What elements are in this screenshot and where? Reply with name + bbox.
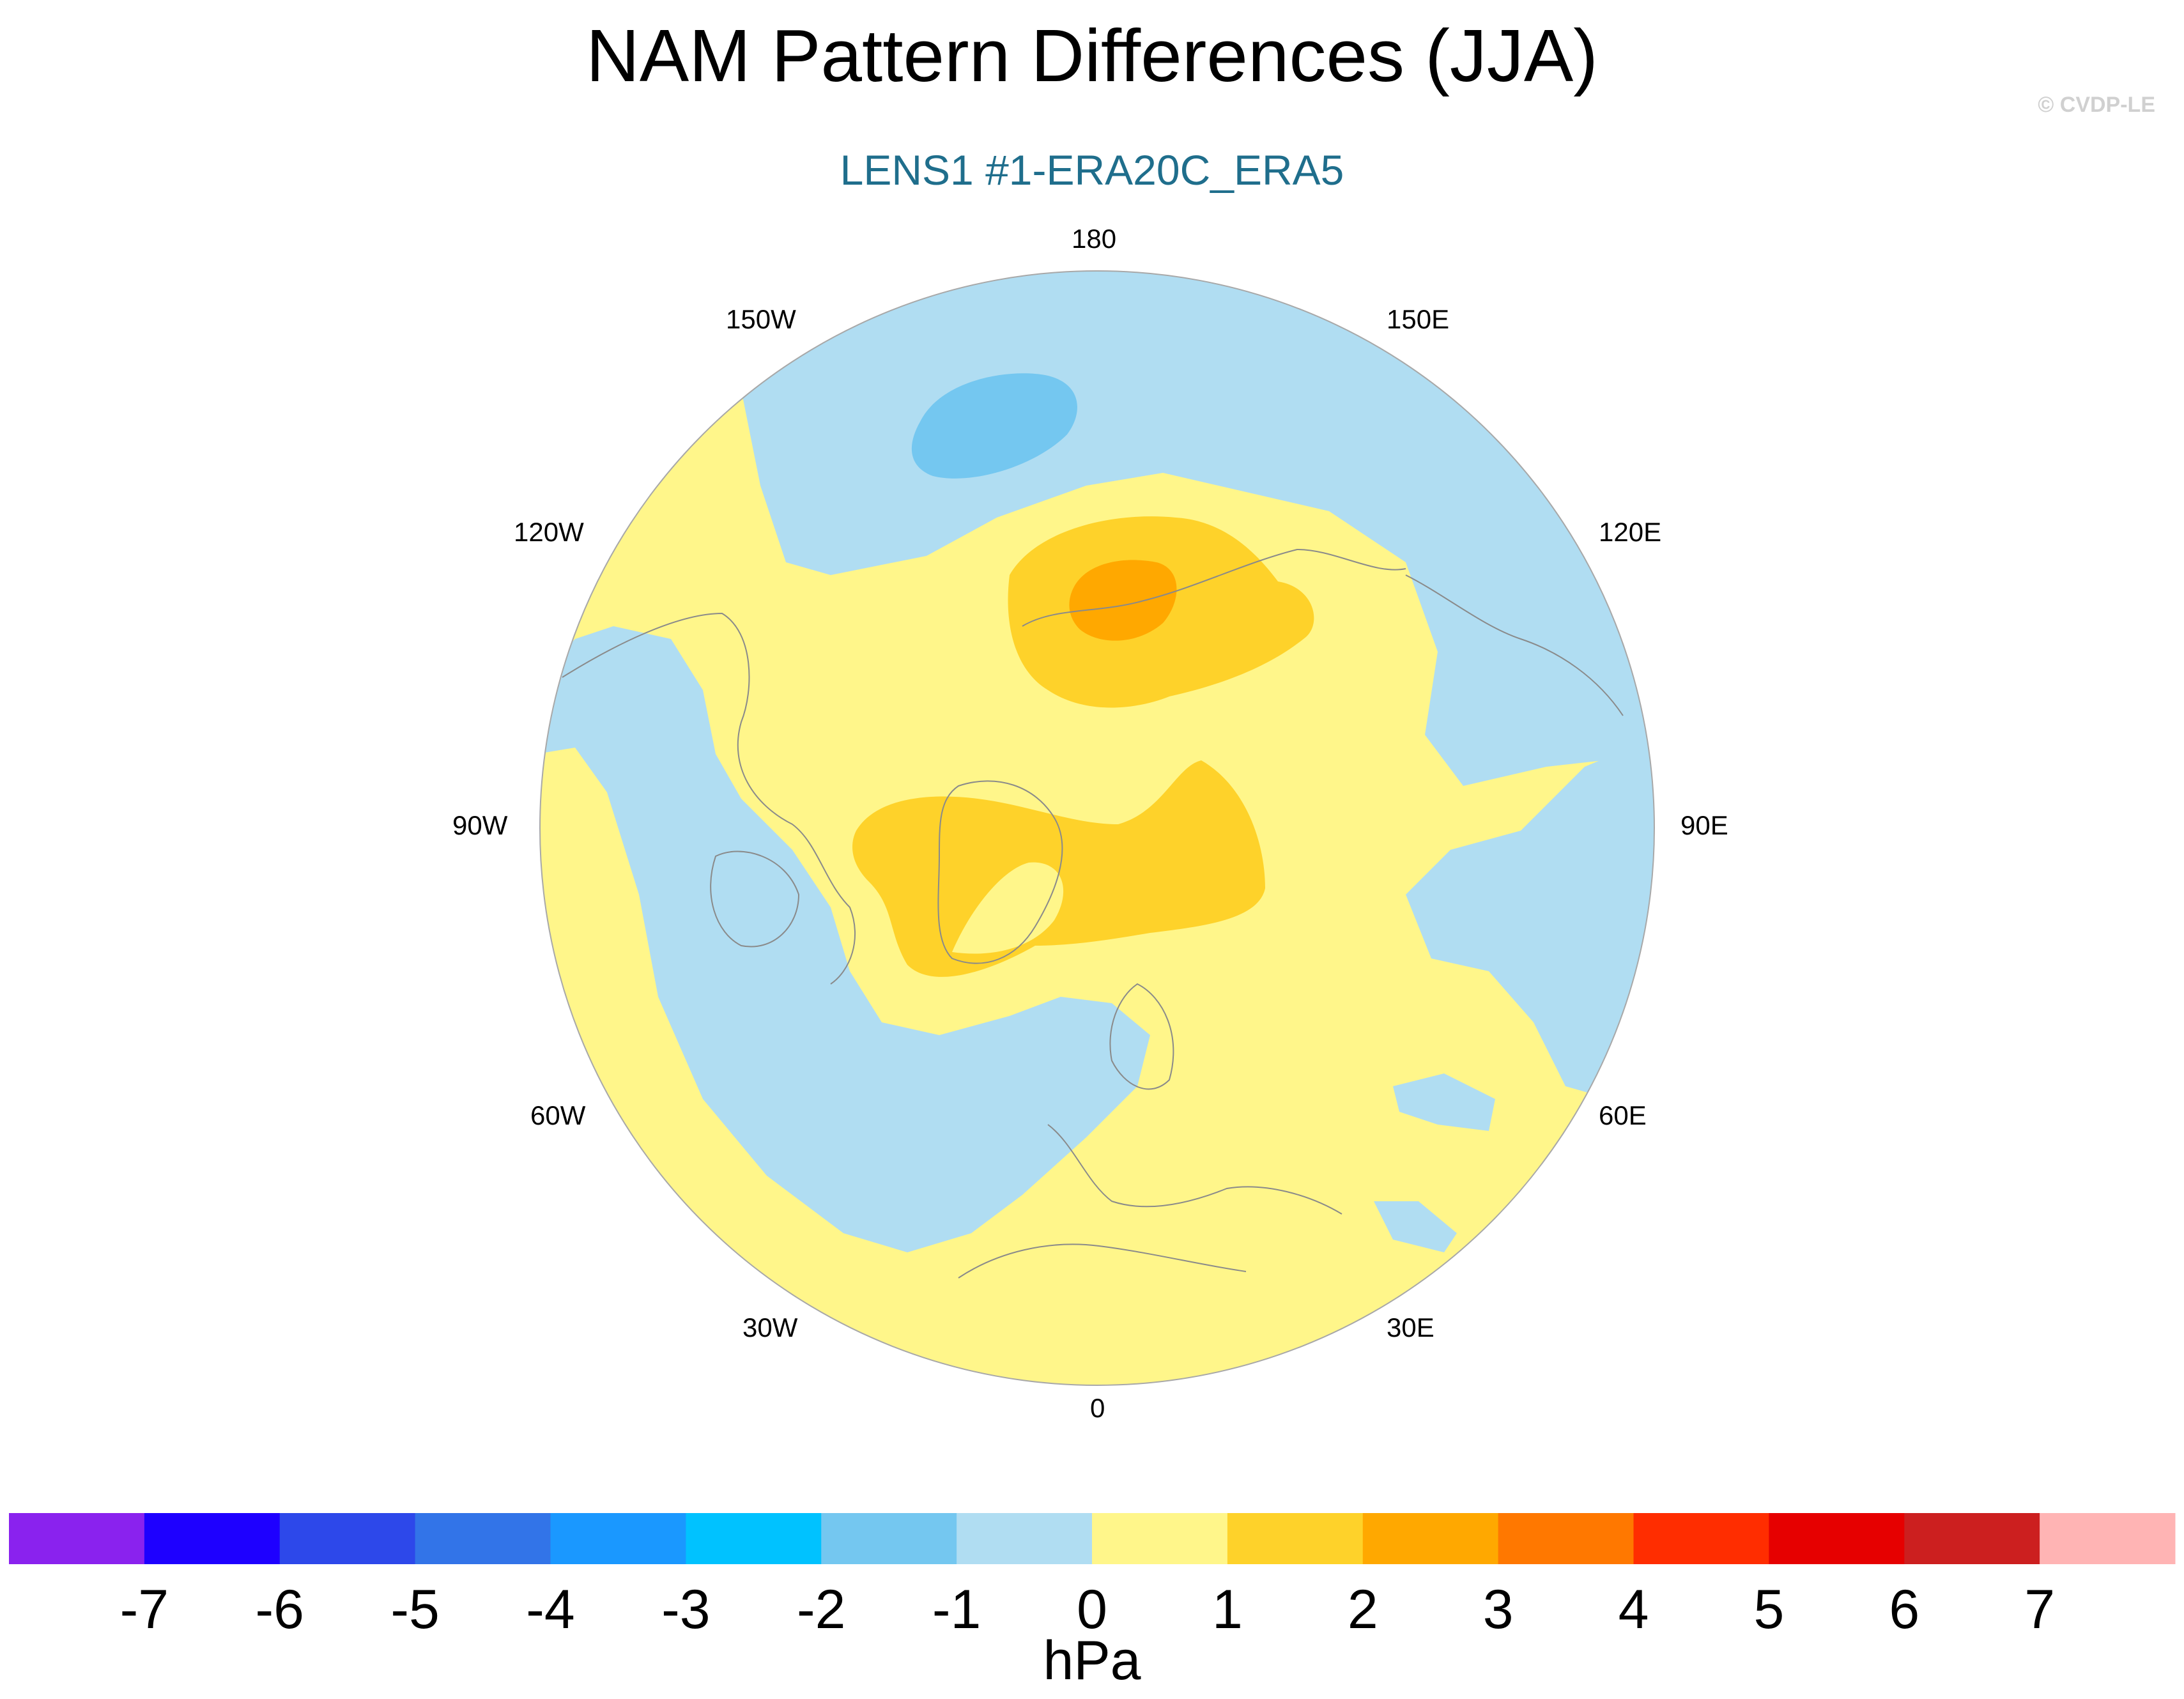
- map-field: [540, 271, 1654, 1385]
- coastlines: [562, 548, 1624, 1279]
- colorbar-tick-label: 3: [1482, 1579, 1514, 1640]
- lon-label-150w: 150W: [726, 304, 796, 334]
- coastline-siberia: [1022, 548, 1406, 627]
- colorbar-tick-label: 1: [1211, 1579, 1243, 1640]
- lon-label-90w: 90W: [452, 810, 508, 840]
- colorbar-tick-label: 0: [1077, 1579, 1107, 1640]
- coastline-hudson-bay: [710, 850, 800, 948]
- coastline-scandinavia: [1109, 983, 1174, 1090]
- colorbar-swatch: [1092, 1513, 1228, 1564]
- colorbar-swatch: [1769, 1513, 1905, 1564]
- colorbar-swatch: [144, 1513, 281, 1564]
- colorbar-swatch: [415, 1513, 551, 1564]
- colorbar-tick-label: -5: [390, 1579, 440, 1640]
- map-border: [539, 270, 1655, 1386]
- field-positive-3-siberia: [1069, 560, 1177, 641]
- colorbar-tick-label: 7: [2024, 1579, 2056, 1640]
- lon-label-60w: 60W: [530, 1100, 586, 1130]
- chart-title: NAM Pattern Differences (JJA): [586, 14, 1598, 97]
- colorbar-tick-label: 6: [1889, 1579, 1920, 1640]
- colorbar-tick-label: -3: [661, 1579, 711, 1640]
- field-negative-asia-3: [1374, 1201, 1457, 1252]
- colorbar-tick-label: -4: [526, 1579, 575, 1640]
- colorbar-swatch: [9, 1513, 145, 1564]
- colorbar-tick-label: -2: [797, 1579, 846, 1640]
- lon-label-90e: 90E: [1680, 810, 1728, 840]
- field-negative-2-pacific: [911, 373, 1077, 479]
- colorbar-tick-label: 2: [1347, 1579, 1378, 1640]
- lon-label-30w: 30W: [742, 1312, 798, 1342]
- field-negative-atlantic: [540, 626, 1150, 1252]
- lon-label-30e: 30E: [1387, 1312, 1434, 1342]
- coastline-africa: [958, 1243, 1247, 1279]
- colorbar-swatch: [957, 1513, 1093, 1564]
- colorbar-swatch: [1633, 1513, 1769, 1564]
- coastline-europe: [1047, 1124, 1342, 1215]
- colorbar-tick-label: -7: [119, 1579, 169, 1640]
- lon-label-120e: 120E: [1599, 517, 1662, 547]
- field-negative-asia-2: [1393, 1073, 1495, 1131]
- colorbar-tick-label: -6: [255, 1579, 304, 1640]
- colorbar-swatch: [279, 1513, 416, 1564]
- colorbar-swatch: [1498, 1513, 1634, 1564]
- colorbar: [9, 1513, 2176, 1564]
- colorbar-swatch: [821, 1513, 957, 1564]
- colorbar-tick-label: 4: [1618, 1579, 1649, 1640]
- lon-label-120w: 120W: [514, 517, 584, 547]
- colorbar-swatch: [1904, 1513, 2040, 1564]
- lon-label-60e: 60E: [1599, 1100, 1647, 1130]
- field-negative-asia-1: [1406, 735, 1654, 1099]
- colorbar-tick-label: 5: [1753, 1579, 1785, 1640]
- lon-label-0: 0: [1090, 1393, 1105, 1423]
- coastline-greenland: [937, 780, 1063, 964]
- field-positive-1-hole: [952, 862, 1064, 954]
- colorbar-tick-label: -1: [932, 1579, 981, 1640]
- colorbar-swatch: [2040, 1513, 2176, 1564]
- lon-label-180: 180: [1072, 224, 1117, 254]
- colorbar-swatch: [1227, 1513, 1364, 1564]
- field-positive-2-canada: [852, 760, 1265, 977]
- colorbar-swatch: [550, 1513, 686, 1564]
- colorbar-swatch: [686, 1513, 822, 1564]
- coastline-east-asia: [1405, 574, 1624, 716]
- credit-label: © CVDP-LE: [2038, 93, 2155, 117]
- chart-subtitle: LENS1 #1-ERA20C_ERA5: [840, 146, 1344, 194]
- colorbar-swatch: [1362, 1513, 1499, 1564]
- coastline-north-america: [562, 612, 856, 985]
- colorbar-units: hPa: [1043, 1630, 1141, 1691]
- lon-label-150e: 150E: [1387, 304, 1450, 334]
